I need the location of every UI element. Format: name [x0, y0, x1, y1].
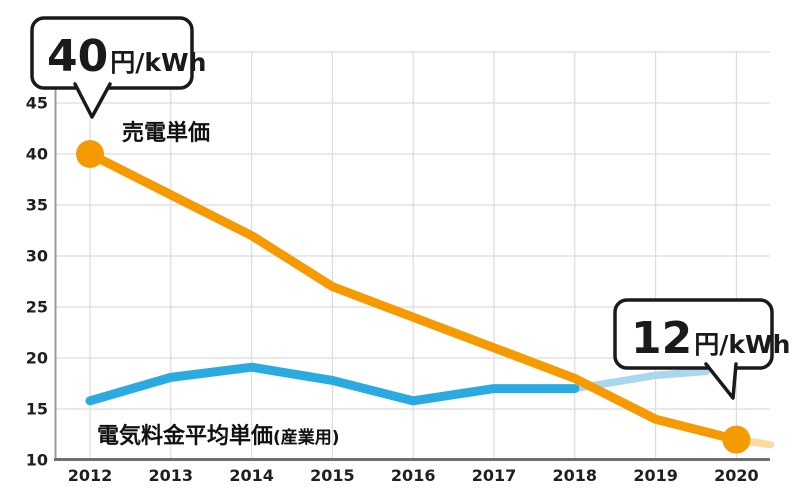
- y-tick-label: 15: [26, 400, 48, 419]
- callout-2020-value: 12: [631, 313, 692, 364]
- series-label-electricity-rate-sub: (産業用): [273, 427, 340, 448]
- y-tick-label: 40: [26, 145, 48, 164]
- series-line-projection: [571, 367, 711, 393]
- y-tick-label: 45: [26, 94, 48, 113]
- callout-2012-text: 40円/kWh: [47, 31, 206, 82]
- y-tick-label: 30: [26, 247, 48, 266]
- series-line-main: [85, 362, 580, 406]
- y-tick-label: 10: [26, 451, 48, 470]
- x-tick-label: 2017: [472, 466, 517, 485]
- callout-2012-unit: 円/kWh: [110, 48, 206, 77]
- series-line-main: [85, 149, 741, 445]
- series-label-sell-price: 売電単価: [122, 120, 210, 146]
- x-tick-label: 2016: [391, 466, 436, 485]
- x-tick-label: 2015: [310, 466, 355, 485]
- callout-2012-value: 40: [47, 31, 108, 82]
- callout-2012-bubble: [30, 16, 194, 90]
- callout-2020-text: 12円/kWh: [631, 313, 790, 364]
- marker-group: [76, 140, 751, 454]
- callout-2020-tail: [704, 362, 738, 400]
- callout-2020-price: 12円/kWh: [613, 298, 790, 400]
- callout-2012-tail: [73, 82, 112, 119]
- y-tick-label: 25: [26, 298, 48, 317]
- data-point-marker: [76, 140, 104, 168]
- callout-2012-price: 40円/kWh: [30, 16, 206, 119]
- x-tick-label: 2013: [149, 466, 194, 485]
- data-point-marker: [722, 425, 751, 454]
- series-label-electricity-rate-main: 電気料金平均単価: [97, 423, 273, 449]
- callout-2020-bubble: [613, 298, 774, 370]
- y-tick-label: 35: [26, 196, 48, 215]
- callout-2020-unit: 円/kWh: [694, 330, 790, 359]
- x-tick-label: 2018: [553, 466, 598, 485]
- x-tick-label: 2012: [68, 466, 113, 485]
- x-tick-label: 2014: [229, 466, 274, 485]
- series-label-electricity-rate: 電気料金平均単価(産業用): [97, 423, 340, 449]
- x-tick-label: 2020: [714, 466, 759, 485]
- y-tick-label: 20: [26, 349, 48, 368]
- x-tick-label: 2019: [633, 466, 678, 485]
